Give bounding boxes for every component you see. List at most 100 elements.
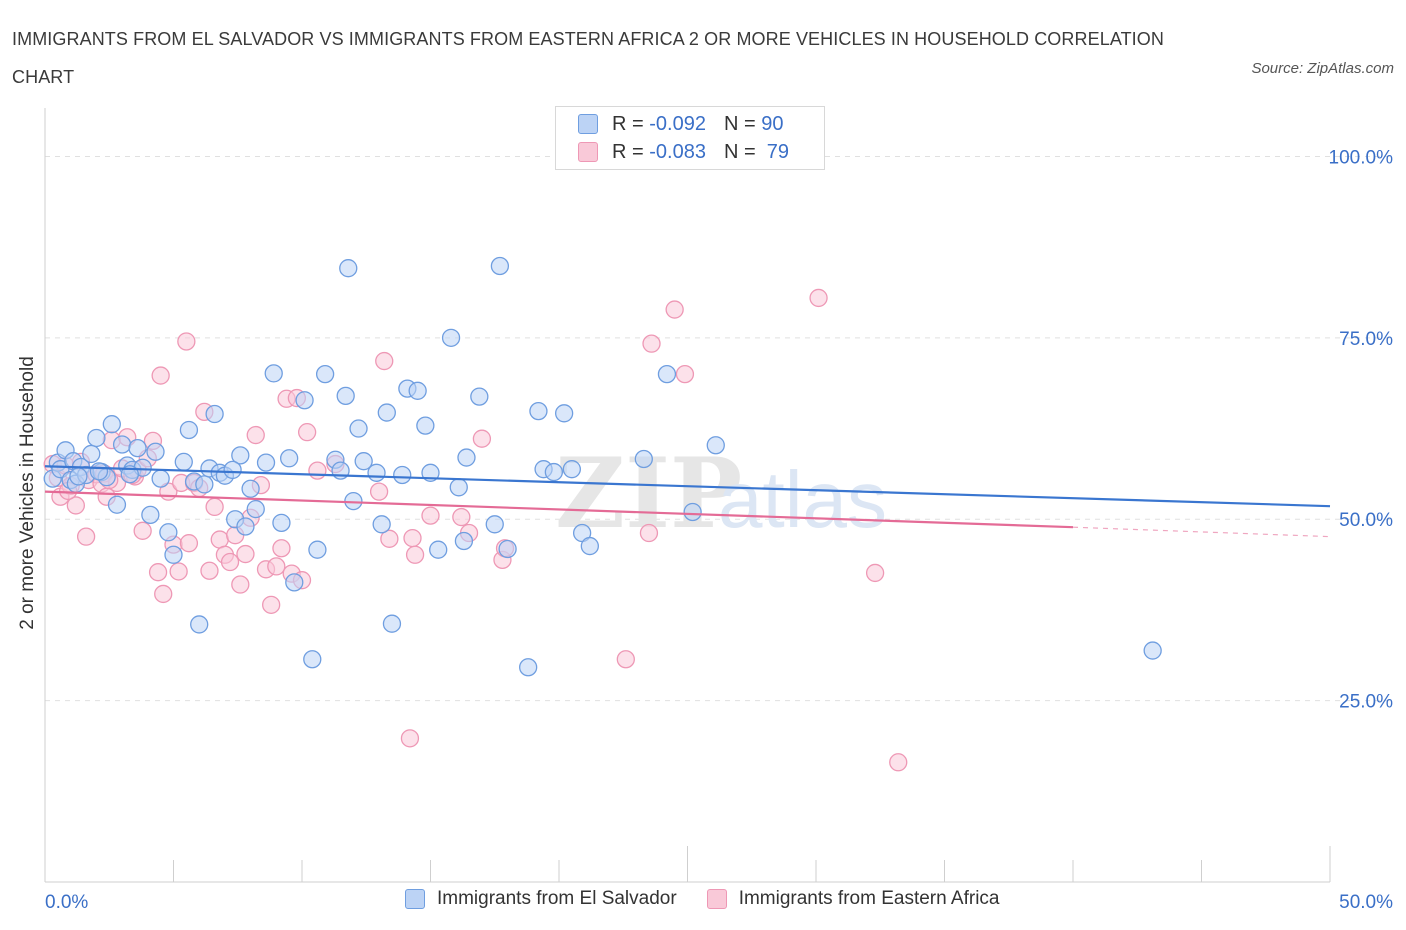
legend-item-el-salvador: Immigrants from El Salvador — [405, 888, 677, 910]
legend-swatch-pink — [706, 889, 727, 909]
data-point — [179, 420, 199, 440]
data-point — [639, 523, 659, 543]
legend-row-el-salvador: R = -0.092 N = 90 — [578, 110, 783, 138]
data-point — [151, 469, 170, 488]
data-point — [429, 540, 448, 559]
data-point — [382, 614, 402, 633]
data-point — [308, 461, 327, 480]
y-tick-label: 100.0% — [1329, 147, 1394, 168]
data-point — [393, 465, 412, 485]
legend-label: Immigrants from Eastern Africa — [738, 888, 1000, 909]
y-tick-label: 50.0% — [1339, 510, 1393, 531]
r-value: -0.083 — [649, 140, 706, 163]
data-point — [580, 536, 599, 556]
data-point — [295, 391, 314, 410]
data-point — [262, 595, 281, 614]
data-point — [285, 573, 304, 592]
data-point — [279, 449, 299, 468]
data-point — [154, 584, 173, 604]
data-point — [529, 401, 548, 421]
trendline-eastern-africa — [44, 490, 1074, 529]
data-point — [562, 460, 581, 479]
data-point — [231, 446, 250, 465]
data-point — [400, 729, 420, 748]
data-point — [205, 404, 224, 424]
legend-swatch-blue — [578, 114, 598, 134]
data-point — [112, 435, 132, 454]
data-point — [236, 544, 255, 564]
data-point — [377, 403, 396, 422]
data-point — [405, 545, 425, 564]
data-point — [336, 386, 355, 406]
watermark: ZIP atlas — [555, 437, 887, 550]
n-label: N = — [723, 140, 756, 163]
data-point — [408, 381, 427, 400]
data-point — [367, 463, 386, 482]
data-point — [76, 527, 96, 546]
trendline-eastern-africa-extrapolated — [1072, 526, 1331, 538]
el-salvador-points — [43, 256, 1162, 677]
data-point — [69, 467, 88, 486]
data-point — [148, 563, 168, 582]
n-value: 90 — [761, 112, 784, 135]
x-tick-label: 0.0% — [45, 892, 88, 913]
y-tick-label: 25.0% — [1339, 692, 1393, 713]
legend-item-eastern-africa: Immigrants from Eastern Africa — [706, 888, 1000, 910]
y-axis-label: 2 or more Vehicles in Household — [17, 356, 38, 630]
data-point — [315, 364, 335, 384]
data-point — [82, 444, 101, 464]
series-legend: Immigrants from El Salvador Immigrants f… — [405, 888, 1029, 910]
legend-swatch-pink — [578, 142, 598, 162]
data-point — [141, 505, 160, 525]
data-point — [519, 658, 538, 677]
data-point — [174, 452, 193, 472]
data-point — [675, 364, 695, 384]
data-point — [179, 534, 199, 553]
data-point — [89, 462, 109, 481]
axes — [44, 108, 1331, 883]
data-point — [241, 479, 260, 498]
data-point — [177, 332, 196, 351]
data-point — [169, 562, 188, 581]
data-point — [339, 259, 358, 278]
data-point — [200, 561, 219, 580]
data-point — [421, 506, 440, 525]
data-point — [159, 523, 178, 542]
data-point — [375, 351, 394, 371]
data-point — [272, 513, 291, 533]
data-point — [354, 452, 373, 471]
data-point — [236, 517, 255, 536]
data-point — [706, 436, 725, 455]
data-point — [66, 496, 85, 515]
tick-labels: 25.0% 50.0% 75.0% 100.0% 0.0% 50.0% — [45, 147, 1393, 913]
gridlines — [45, 155, 1395, 702]
data-point — [246, 425, 265, 445]
trendline-el-salvador — [44, 465, 1331, 508]
data-point — [231, 575, 250, 594]
data-point — [470, 387, 489, 406]
trendlines — [44, 465, 1331, 538]
data-point — [128, 438, 147, 458]
data-point — [205, 497, 224, 517]
data-point — [472, 429, 492, 448]
watermark-atlas: atlas — [718, 455, 887, 544]
data-point — [809, 288, 828, 308]
data-point — [223, 460, 242, 480]
data-point — [146, 442, 165, 461]
data-point — [683, 502, 702, 522]
data-point — [452, 507, 471, 527]
data-point — [634, 449, 653, 469]
data-point — [485, 515, 504, 534]
x-tick-label: 50.0% — [1339, 892, 1393, 913]
data-point — [380, 529, 399, 548]
data-point — [190, 615, 209, 634]
n-label: N = — [723, 112, 756, 135]
data-point — [164, 545, 183, 564]
n-value: 79 — [766, 140, 790, 163]
data-point — [272, 539, 291, 558]
data-point — [210, 530, 229, 549]
data-point — [303, 650, 322, 669]
data-point — [87, 428, 106, 448]
data-point — [554, 404, 574, 423]
